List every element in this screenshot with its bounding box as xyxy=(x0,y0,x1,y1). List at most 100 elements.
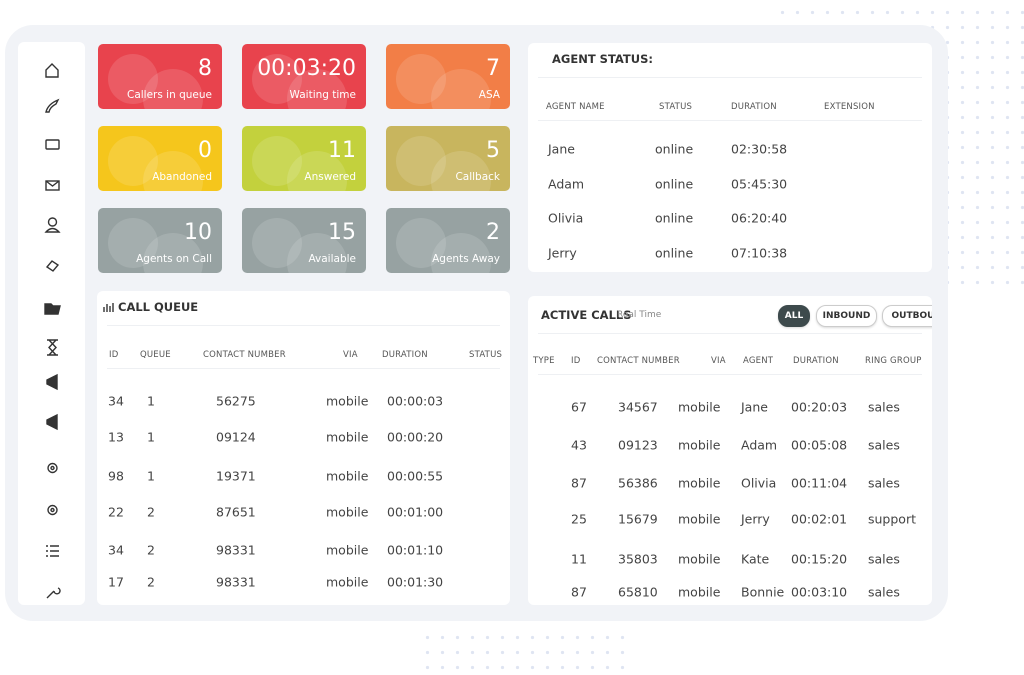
call-cell: 35803 xyxy=(618,551,658,567)
tile-value: 5 xyxy=(486,138,500,163)
call-cell: 25 xyxy=(571,511,587,527)
tile-decoration xyxy=(252,136,302,186)
queue-cell: 13 xyxy=(108,429,124,445)
stat-tile[interactable]: 11 Answered xyxy=(242,126,366,191)
tile-decoration xyxy=(431,151,491,191)
call-cell: support xyxy=(868,511,916,527)
queue-cell: 19371 xyxy=(216,468,256,484)
agent-cell: 07:10:38 xyxy=(731,245,788,261)
column-header: ID xyxy=(109,350,119,360)
stat-tile[interactable]: 10 Agents on Call xyxy=(98,208,222,273)
call-cell: 65810 xyxy=(618,584,658,600)
column-header: TYPE xyxy=(533,356,555,366)
call-cell: Adam xyxy=(741,437,778,453)
queue-cell: 98 xyxy=(108,468,124,484)
column-header: DURATION xyxy=(731,102,777,112)
call-cell: Olivia xyxy=(741,475,777,491)
sidebar-icons[interactable] xyxy=(18,42,85,605)
filter-button[interactable]: ALL xyxy=(778,305,810,327)
tile-decoration xyxy=(143,233,203,273)
tile-value: 7 xyxy=(486,56,500,81)
filter-button[interactable]: OUTBOU xyxy=(882,305,932,327)
active-calls-card: ACTIVE CALLS TYPE ID CONTACT NUMBER VIA AGENT… xyxy=(528,296,932,605)
call-cell: 00:02:01 xyxy=(791,511,848,527)
call-cell: mobile xyxy=(678,399,721,415)
sidebar xyxy=(18,42,85,605)
call-cell: 34567 xyxy=(618,399,658,415)
call-cell: 56386 xyxy=(618,475,658,491)
column-header: DURATION xyxy=(793,356,839,366)
queue-cell: mobile xyxy=(326,429,369,445)
stat-tile[interactable]: 15 Available xyxy=(242,208,366,273)
card-title: ACTIVE CALLS xyxy=(541,308,632,322)
call-cell: mobile xyxy=(678,437,721,453)
tile-decoration xyxy=(252,54,302,104)
stat-tile[interactable]: 00:03:20 Waiting time xyxy=(242,44,366,109)
agent-cell: 05:45:30 xyxy=(731,176,788,192)
column-header: VIA xyxy=(343,350,358,360)
tile-decoration xyxy=(396,218,446,268)
divider xyxy=(107,368,500,369)
tile-value: 11 xyxy=(328,138,356,163)
tile-decoration xyxy=(108,218,158,268)
tile-label: Agents on Call xyxy=(136,253,212,265)
agent-cell: online xyxy=(655,141,694,157)
queue-cell: 34 xyxy=(108,393,124,409)
call-cell: 09123 xyxy=(618,437,658,453)
tile-label: ASA xyxy=(478,89,500,101)
queue-cell: mobile xyxy=(326,542,369,558)
call-cell: 87 xyxy=(571,584,587,600)
agent-cell: 06:20:40 xyxy=(731,210,788,226)
queue-cell: 2 xyxy=(147,542,155,558)
column-header: STATUS xyxy=(469,350,503,360)
column-header: ID xyxy=(571,356,581,366)
call-cell: mobile xyxy=(678,475,721,491)
queue-cell: 1 xyxy=(147,468,155,484)
tile-label: Callback xyxy=(455,171,500,183)
filter-button[interactable]: INBOUND xyxy=(816,305,877,327)
agent-cell: online xyxy=(655,210,694,226)
call-cell: sales xyxy=(868,399,900,415)
queue-cell: 1 xyxy=(147,393,155,409)
tile-value: 0 xyxy=(198,138,212,163)
column-header: EXTENSION xyxy=(824,102,875,112)
tile-decoration xyxy=(396,54,446,104)
call-cell: 15679 xyxy=(618,511,658,527)
divider xyxy=(538,77,922,78)
column-header: STATUS xyxy=(659,102,693,112)
queue-cell: 00:01:10 xyxy=(387,542,444,558)
stat-tile[interactable]: 2 Agents Away xyxy=(386,208,510,273)
call-cell: Kate xyxy=(741,551,770,567)
queue-cell: 98331 xyxy=(216,574,256,590)
call-cell: mobile xyxy=(678,511,721,527)
call-cell: Jane xyxy=(741,399,768,415)
call-cell: 00:20:03 xyxy=(791,399,848,415)
call-cell: 00:03:10 xyxy=(791,584,848,600)
queue-cell: 98331 xyxy=(216,542,256,558)
queue-cell: mobile xyxy=(326,504,369,520)
stat-tile[interactable]: 5 Callback xyxy=(386,126,510,191)
call-cell: sales xyxy=(868,437,900,453)
tile-value: 15 xyxy=(328,220,356,245)
card-title: CALL QUEUE xyxy=(118,300,199,314)
title-icon xyxy=(103,303,114,312)
tile-label: Agents Away xyxy=(432,253,500,265)
tile-decoration xyxy=(431,233,491,273)
column-header: AGENT NAME xyxy=(546,102,605,112)
stat-tile[interactable]: 8 Callers in queue xyxy=(98,44,222,109)
call-cell: 87 xyxy=(571,475,587,491)
tile-label: Callers in queue xyxy=(127,89,212,101)
column-header: CONTACT NUMBER xyxy=(203,350,286,360)
column-header: DURATION xyxy=(382,350,428,360)
divider xyxy=(538,374,922,375)
call-cell: 00:15:20 xyxy=(791,551,848,567)
call-cell: 43 xyxy=(571,437,587,453)
stat-tile[interactable]: 0 Abandoned xyxy=(98,126,222,191)
call-cell: Bonnie xyxy=(741,584,785,600)
stat-tile[interactable]: 7 ASA xyxy=(386,44,510,109)
tile-value: 00:03:20 xyxy=(257,56,356,81)
call-cell: mobile xyxy=(678,584,721,600)
queue-cell: 00:01:30 xyxy=(387,574,444,590)
divider xyxy=(538,333,922,334)
tile-label: Waiting time xyxy=(289,89,356,101)
